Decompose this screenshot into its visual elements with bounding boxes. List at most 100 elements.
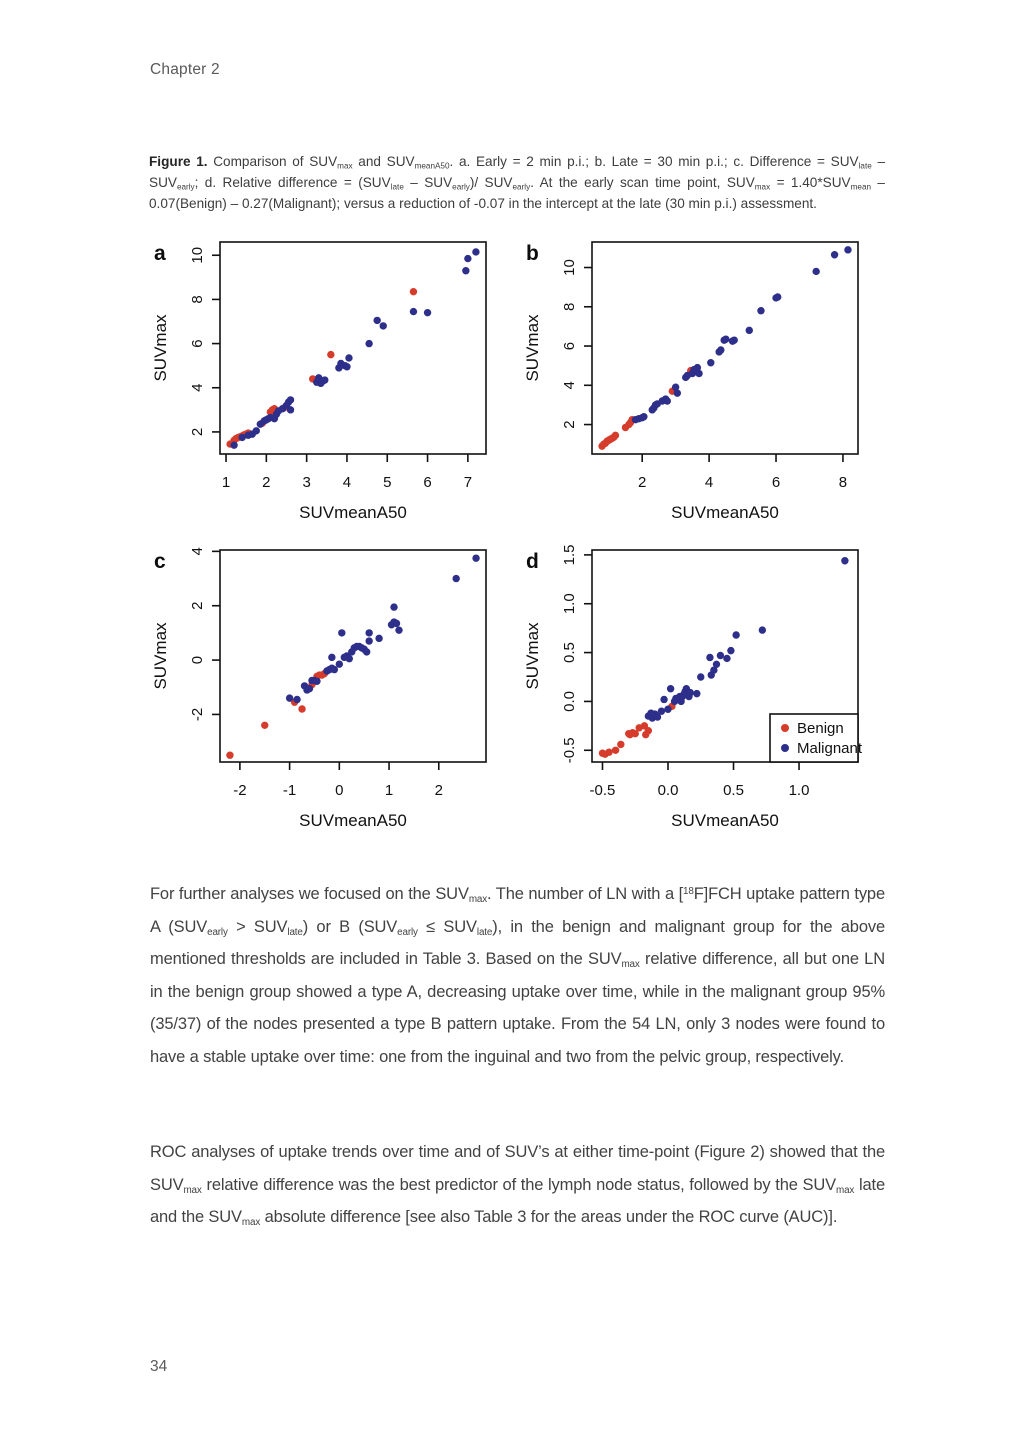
legend-swatch xyxy=(781,724,789,732)
legend-label: Malignant xyxy=(797,740,863,757)
y-tick-label: 0 xyxy=(189,656,206,664)
data-point xyxy=(345,354,353,362)
paragraph-uptake-pattern: For further analyses we focused on the S… xyxy=(150,885,885,1066)
data-point xyxy=(693,689,701,698)
figure-panel-b: 2 4 6 8 2 4 6 8 10 SUVmeanA50 SUVmax b xyxy=(522,232,872,537)
y-tick-label: 4 xyxy=(189,384,206,392)
data-point xyxy=(362,648,371,656)
data-point xyxy=(375,634,383,643)
y-tick-label: 0.0 xyxy=(561,691,578,712)
data-point xyxy=(252,427,260,435)
x-tick-label: 3 xyxy=(302,474,310,491)
data-point xyxy=(261,721,269,730)
data-point xyxy=(644,727,653,735)
data-point xyxy=(230,441,238,449)
chart-svg: 2 4 6 8 2 4 6 8 10 SUVmeanA50 SUVmax xyxy=(523,241,859,522)
data-point xyxy=(226,751,234,759)
data-point xyxy=(653,713,662,721)
data-point xyxy=(830,251,839,259)
data-point xyxy=(707,359,715,367)
x-tick-label: 1 xyxy=(222,474,230,491)
page-number: 34 xyxy=(150,1358,168,1375)
data-point xyxy=(730,336,738,344)
data-point xyxy=(757,307,765,315)
chapter-header: Chapter 2 xyxy=(150,61,220,78)
data-point xyxy=(238,433,246,442)
x-tick-label: 0.0 xyxy=(658,782,679,799)
panel-c-letter: c xyxy=(154,550,166,573)
x-tick-label: 0 xyxy=(335,782,343,799)
data-point xyxy=(722,335,730,343)
x-tick-label: 4 xyxy=(343,474,351,491)
y-tick-label: 2 xyxy=(561,420,578,428)
data-point xyxy=(611,746,620,754)
data-point xyxy=(321,376,329,384)
axes xyxy=(212,549,487,770)
figure-panel-d: -0.5 0.0 0.5 1.0 -0.5 0.0 0.5 1.0 1.5 SUVmeanA50 S… xyxy=(522,540,872,845)
chart-svg: -0.5 0.0 0.5 1.0 -0.5 0.0 0.5 1.0 1.5 SUVmeanA50 S… xyxy=(523,544,863,830)
y-tick-label: 4 xyxy=(561,381,578,389)
x-tick-label: -2 xyxy=(233,782,246,799)
data-point xyxy=(666,685,675,693)
data-point xyxy=(345,655,353,663)
series-benign xyxy=(598,366,695,450)
data-point xyxy=(330,665,339,674)
data-point xyxy=(328,653,336,662)
y-axis-title: SUVmax xyxy=(523,622,542,690)
data-point xyxy=(660,695,668,704)
series-malignant xyxy=(644,557,849,722)
data-point xyxy=(464,254,472,263)
data-point xyxy=(631,729,639,738)
y-tick-label: 2 xyxy=(189,602,206,610)
data-point xyxy=(745,326,753,335)
x-tick-label: 0.5 xyxy=(723,782,744,799)
y-tick-label: 8 xyxy=(561,303,578,311)
x-tick-label: 6 xyxy=(423,474,431,491)
scatter-plot-relative-difference: -0.5 0.0 0.5 1.0 -0.5 0.0 0.5 1.0 1.5 SUVmeanA50 S… xyxy=(522,540,872,845)
y-axis-title: SUVmax xyxy=(523,314,542,382)
scatter-plot-late: 2 4 6 8 2 4 6 8 10 SUVmeanA50 SUVmax xyxy=(522,232,872,537)
data-point xyxy=(373,316,381,325)
x-tick-label: 2 xyxy=(262,474,270,491)
y-tick-label: 10 xyxy=(561,259,578,276)
data-point xyxy=(293,695,301,704)
data-point xyxy=(472,248,480,256)
data-point xyxy=(335,660,344,668)
x-axis-title: SUVmeanA50 xyxy=(299,811,407,830)
paragraph-roc-analyses: ROC analyses of uptake trends over time … xyxy=(150,1143,886,1228)
x-axis-title: SUVmeanA50 xyxy=(671,503,779,522)
figure-panel-c: -2 -1 0 1 2 -2 0 2 4 SUVmeanA50 SUVmax c xyxy=(150,540,500,845)
legend-swatch xyxy=(781,744,789,752)
data-point xyxy=(717,346,725,354)
data-point xyxy=(286,396,295,404)
data-point xyxy=(305,684,314,693)
data-point xyxy=(379,322,387,330)
x-tick-label: 5 xyxy=(383,474,391,491)
series-benign xyxy=(598,702,676,758)
data-point xyxy=(390,603,398,611)
data-point xyxy=(695,369,703,378)
figure-panel-a: 1 2 3 4 5 6 7 2 4 6 8 10 SUVmeanA50 SUVmax a xyxy=(150,232,500,537)
x-axis-title: SUVmeanA50 xyxy=(299,503,407,522)
y-tick-label: 2 xyxy=(189,428,206,436)
y-tick-label: -0.5 xyxy=(561,737,578,763)
x-axis-title: SUVmeanA50 xyxy=(671,811,779,830)
data-point xyxy=(732,631,740,639)
data-point xyxy=(343,363,351,371)
data-point xyxy=(365,629,373,637)
y-tick-label: 6 xyxy=(561,342,578,350)
data-point xyxy=(327,350,335,359)
y-tick-label: 10 xyxy=(189,247,206,264)
data-point xyxy=(285,694,294,702)
axes xyxy=(584,549,859,770)
legend: Benign Malignant xyxy=(769,713,863,763)
y-tick-label: 1.5 xyxy=(561,544,578,565)
data-point xyxy=(611,431,620,440)
data-point xyxy=(758,626,767,634)
data-point xyxy=(671,383,680,391)
scatter-plot-early: 1 2 3 4 5 6 7 2 4 6 8 10 SUVmeanA50 SUVmax xyxy=(150,232,500,537)
data-point xyxy=(693,363,702,372)
data-point xyxy=(773,293,782,301)
